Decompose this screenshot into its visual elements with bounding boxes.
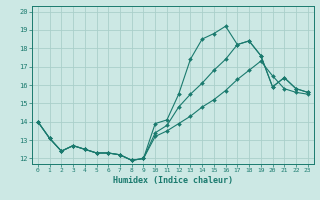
X-axis label: Humidex (Indice chaleur): Humidex (Indice chaleur): [113, 176, 233, 185]
